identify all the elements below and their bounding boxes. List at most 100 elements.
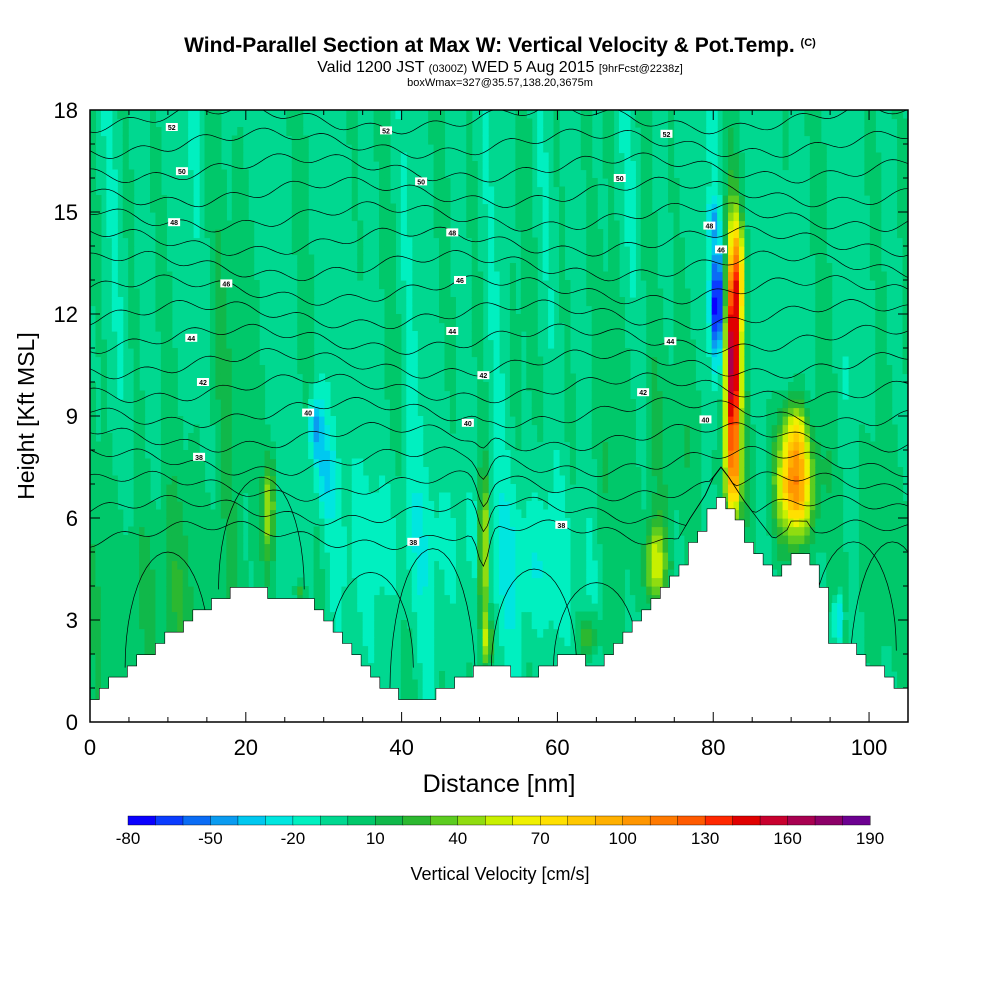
field-cell	[815, 441, 822, 451]
field-cell	[591, 280, 598, 290]
field-cell	[597, 263, 604, 273]
field-cell	[537, 628, 544, 638]
field-cell	[160, 594, 167, 604]
field-cell	[400, 671, 407, 681]
field-cell	[738, 509, 745, 519]
field-cell	[831, 433, 838, 443]
field-cell	[319, 569, 326, 579]
field-cell	[226, 348, 233, 358]
field-cell	[515, 662, 522, 672]
field-cell	[624, 220, 631, 230]
field-cell	[411, 586, 418, 596]
field-cell	[657, 509, 664, 519]
field-cell	[820, 331, 827, 341]
field-cell	[346, 135, 353, 145]
field-cell	[777, 535, 784, 545]
field-cell	[400, 237, 407, 247]
field-cell	[166, 305, 173, 315]
field-cell	[90, 254, 97, 264]
field-cell	[335, 560, 342, 570]
field-cell	[526, 594, 533, 604]
field-cell	[613, 220, 620, 230]
field-cell	[482, 603, 489, 613]
field-cell	[798, 390, 805, 400]
field-cell	[264, 501, 271, 511]
field-cell	[531, 356, 538, 366]
field-cell	[684, 509, 691, 519]
field-cell	[580, 620, 587, 630]
field-cell	[744, 492, 751, 502]
field-cell	[722, 339, 729, 349]
field-cell	[373, 509, 380, 519]
field-cell	[668, 441, 675, 451]
field-cell	[689, 416, 696, 426]
field-cell	[706, 127, 713, 137]
field-cell	[608, 203, 615, 213]
field-cell	[128, 322, 135, 332]
field-cell	[826, 407, 833, 417]
field-cell	[629, 280, 636, 290]
field-cell	[357, 560, 364, 570]
field-cell	[711, 356, 718, 366]
field-cell	[248, 416, 255, 426]
field-cell	[215, 297, 222, 307]
field-cell	[155, 161, 162, 171]
field-cell	[106, 203, 113, 213]
field-cell	[95, 297, 102, 307]
field-cell	[471, 254, 478, 264]
field-cell	[733, 220, 740, 230]
field-cell	[520, 229, 527, 239]
field-cell	[406, 254, 413, 264]
field-cell	[618, 501, 626, 511]
field-cell	[95, 620, 102, 630]
field-cell	[335, 552, 342, 562]
field-cell	[569, 441, 576, 451]
field-cell	[313, 390, 320, 400]
field-cell	[499, 492, 506, 502]
field-cell	[635, 484, 642, 494]
field-cell	[319, 492, 326, 502]
field-cell	[406, 280, 413, 290]
field-cell	[139, 543, 146, 553]
field-cell	[95, 280, 102, 290]
field-cell	[526, 169, 533, 179]
field-cell	[722, 458, 729, 468]
field-cell	[357, 467, 364, 477]
field-cell	[259, 458, 266, 468]
field-cell	[618, 620, 626, 630]
field-cell	[586, 212, 593, 222]
field-cell	[613, 348, 620, 358]
field-cell	[171, 467, 178, 477]
field-cell	[515, 569, 522, 579]
field-cell	[591, 569, 598, 579]
field-cell	[477, 654, 484, 664]
field-cell	[499, 611, 506, 621]
field-cell	[531, 339, 538, 349]
field-cell	[793, 373, 800, 383]
field-cell	[575, 645, 582, 655]
field-cell	[242, 475, 249, 485]
field-cell	[662, 543, 669, 553]
field-cell	[166, 603, 173, 613]
field-cell	[815, 492, 822, 502]
field-cell	[160, 229, 167, 239]
field-cell	[220, 543, 227, 553]
field-cell	[580, 110, 587, 120]
field-cell	[209, 373, 217, 383]
field-cell	[209, 365, 217, 375]
field-cell	[509, 560, 516, 570]
field-cell	[662, 399, 669, 409]
field-cell	[444, 237, 451, 247]
field-cell	[722, 288, 729, 298]
field-cell	[106, 110, 113, 120]
field-cell	[782, 484, 789, 494]
field-cell	[313, 424, 320, 434]
field-cell	[439, 288, 446, 298]
field-cell	[744, 271, 751, 281]
field-cell	[515, 671, 522, 681]
field-cell	[411, 475, 418, 485]
field-cell	[297, 331, 304, 341]
field-cell	[269, 467, 277, 477]
field-cell	[477, 637, 484, 647]
field-cell	[302, 212, 309, 222]
